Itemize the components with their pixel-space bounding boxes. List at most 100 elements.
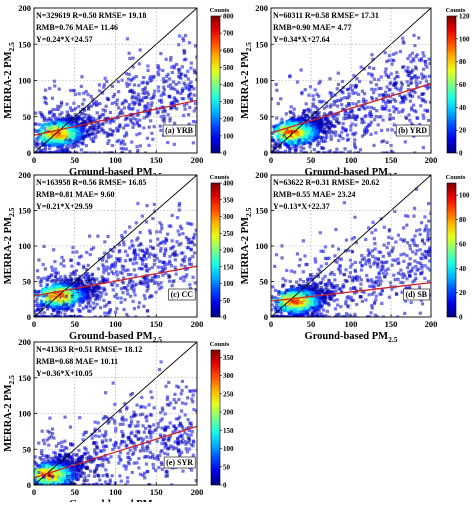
density-cell [368,66,371,69]
density-cell [152,247,155,250]
density-cell [96,126,99,129]
density-cell [136,149,139,152]
density-cell [159,124,162,127]
density-cell [412,34,415,37]
density-cell [392,98,395,101]
x-tick-label: 150 [150,319,163,329]
density-cell [100,113,103,116]
density-cell [423,215,426,218]
density-cell [302,110,305,113]
density-cell [321,100,324,103]
density-cell [55,143,58,146]
density-cell [109,267,112,270]
density-cell [146,82,149,85]
density-cell [116,296,119,299]
density-cell [141,214,144,217]
density-cell [139,48,142,51]
density-cell [90,104,93,107]
density-cell [127,106,130,109]
density-cell [102,268,105,271]
density-cell [126,254,129,257]
density-cell [385,272,388,275]
density-cell [166,233,169,236]
density-cell [385,141,388,144]
density-cell [187,94,190,97]
density-cell [364,126,367,129]
density-cell [120,301,123,304]
density-cell [316,144,319,147]
x-tick-label: 200 [425,155,438,165]
density-cell [145,204,148,207]
density-cell [137,306,140,309]
density-cell [95,303,98,306]
density-cell [117,259,120,262]
colorbar [211,183,220,317]
density-cell [300,68,303,71]
density-cell [405,254,408,257]
density-cell [68,300,71,303]
y-axis-label-sub: 2.5 [244,42,253,52]
density-cell [427,231,430,234]
density-cell [148,229,151,232]
density-cell [422,114,425,117]
density-cell [419,312,422,315]
density-cell [329,105,332,108]
density-cell [406,74,409,77]
density-cell [101,122,104,125]
density-cell [84,275,87,278]
density-cell [60,256,63,259]
density-cell [69,106,72,109]
density-cell [124,259,127,262]
density-cell [95,297,98,300]
density-cell [63,284,66,287]
density-cell [116,98,119,101]
density-cell [374,228,377,231]
density-cell [167,274,170,277]
density-cell [288,130,291,133]
density-cell [413,75,416,78]
density-cell [77,105,80,108]
density-cell [167,113,170,116]
colorbar-tick-label: 300 [223,213,234,221]
density-cell [336,99,339,102]
density-cell [118,126,121,129]
density-cell [160,224,163,227]
colorbar-tick-label: 700 [223,30,234,38]
density-cell [125,131,128,134]
density-cell [54,267,57,270]
density-cell [312,125,315,128]
density-cell [150,132,153,135]
density-cell [126,268,129,271]
density-cell [85,306,88,309]
density-cell [183,104,186,107]
density-cell [71,304,74,307]
density-cell [104,77,107,80]
density-cell [49,295,52,298]
y-tick-label: 150 [18,206,31,216]
density-cell [422,146,425,149]
y-tick-label: 100 [18,76,31,86]
colorbar-tick-label: 60 [459,81,467,89]
density-cell [122,126,125,129]
stats-line: N=329619 R=0.50 RMSE= 19.18 [36,11,146,20]
density-cell [53,260,56,263]
stats-line: Y=0.24*X+24.57 [36,35,93,44]
density-cell [417,96,420,99]
density-cell [317,140,320,143]
density-cell [56,278,59,281]
density-cell [193,69,196,72]
density-cell [173,66,176,69]
density-cell [74,93,77,96]
density-cell [404,140,407,143]
density-cell [133,249,136,252]
density-cell [48,147,51,150]
density-cell [424,100,427,103]
density-cell [372,67,375,70]
density-cell [322,147,325,150]
density-cell [187,83,190,86]
density-cell [296,132,299,135]
density-cell [349,265,352,268]
density-cell [312,102,315,105]
density-cell [120,109,123,112]
density-cell [135,118,138,121]
